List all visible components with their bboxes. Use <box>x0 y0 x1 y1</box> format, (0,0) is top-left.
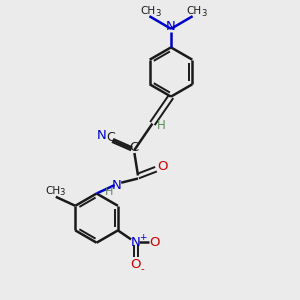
Text: C: C <box>106 131 115 144</box>
Text: N: N <box>112 178 122 192</box>
Text: 3: 3 <box>155 9 160 18</box>
Text: O: O <box>149 236 160 249</box>
Text: -: - <box>141 264 144 274</box>
Text: 3: 3 <box>201 9 206 18</box>
Text: H: H <box>157 118 166 132</box>
Text: CH: CH <box>45 186 60 196</box>
Text: N: N <box>97 128 106 142</box>
Text: H: H <box>105 187 113 197</box>
Text: C: C <box>129 141 138 154</box>
Text: N: N <box>131 236 141 249</box>
Text: O: O <box>157 160 167 173</box>
Text: +: + <box>139 232 146 242</box>
Text: 3: 3 <box>59 188 64 197</box>
Text: O: O <box>131 258 141 271</box>
Text: CH: CH <box>187 6 202 16</box>
Text: N: N <box>166 20 176 33</box>
Text: CH: CH <box>140 6 155 16</box>
